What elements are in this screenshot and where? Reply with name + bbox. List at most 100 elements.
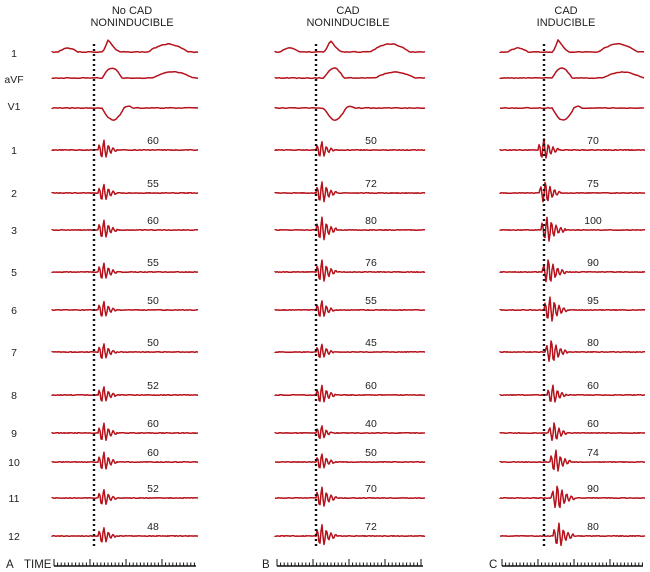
electrogram-trace <box>274 486 426 507</box>
electrogram-trace <box>51 139 199 158</box>
electrogram-duration-value: 72 <box>365 178 377 190</box>
electrode-site-label: 11 <box>9 493 20 505</box>
panel-c-title-line2: INDUCIBLE <box>537 17 596 29</box>
electrogram-duration-value: 75 <box>587 178 599 190</box>
electrode-site-label: 9 <box>11 428 17 440</box>
electrogram-duration-value: 50 <box>365 135 377 147</box>
electrogram-duration-value: 45 <box>365 337 377 349</box>
electrogram-trace <box>274 181 426 203</box>
electrogram-trace <box>51 451 199 470</box>
time-axis-c <box>501 559 643 567</box>
electrogram-trace <box>51 422 198 442</box>
panel-b-title-line2: NONINDUCIBLE <box>306 17 389 29</box>
electrode-site-label: 12 <box>8 531 20 543</box>
panel-a-title-line2: NONINDUCIBLE <box>90 17 173 29</box>
electrogram-duration-value: 60 <box>587 380 599 392</box>
electrogram-duration-value: 80 <box>587 521 599 533</box>
electrogram-duration-value: 60 <box>147 447 159 459</box>
electrogram-trace <box>51 300 199 317</box>
electrogram-trace <box>274 384 426 403</box>
electrogram-trace <box>274 425 426 440</box>
electrogram-trace <box>274 343 426 359</box>
electrogram-trace <box>499 340 645 362</box>
panel-a-title-line1: No CAD <box>112 5 152 17</box>
time-axis-a <box>53 559 196 567</box>
electrogram-duration-value: 55 <box>147 257 159 269</box>
electrogram-trace <box>499 181 646 203</box>
electrogram-trace <box>51 183 199 201</box>
electrogram-duration-value: 70 <box>365 483 377 495</box>
electrogram-trace <box>51 527 199 543</box>
electrogram-trace <box>274 216 425 241</box>
electrogram-trace <box>274 524 426 546</box>
electrogram-duration-value: 95 <box>587 295 599 307</box>
surface-ecg-trace-1 <box>274 40 426 54</box>
electrode-site-label: 2 <box>11 188 17 200</box>
electrogram-duration-value: 52 <box>147 483 159 495</box>
panel-b-letter: B <box>262 559 270 571</box>
electrogram-duration-value: 52 <box>147 380 159 392</box>
electrogram-trace <box>499 216 646 242</box>
surface-ecg-trace-2 <box>274 67 426 80</box>
electrogram-duration-value: 40 <box>365 418 377 430</box>
electrogram-duration-value: 48 <box>147 521 159 533</box>
surface-ecg-trace-2 <box>499 67 645 80</box>
electrogram-duration-value: 70 <box>587 135 599 147</box>
time-axis-b <box>276 559 423 567</box>
surface-ecg-trace-3 <box>51 105 199 121</box>
electrode-site-label: 5 <box>11 267 17 279</box>
electrode-site-label: 7 <box>11 347 17 359</box>
electrogram-duration-value: 80 <box>365 215 377 227</box>
electrogram-duration-value: 90 <box>587 257 599 269</box>
electrogram-trace <box>499 296 646 322</box>
electrogram-trace <box>274 141 426 157</box>
electrogram-trace <box>51 386 199 402</box>
electrogram-duration-value: 50 <box>147 337 159 349</box>
electrogram-duration-value: 55 <box>365 295 377 307</box>
electrogram-trace <box>499 485 646 509</box>
surface-lead-label-avf: aVF <box>4 74 23 86</box>
electrogram-duration-value: 74 <box>587 447 599 459</box>
surface-lead-label-v1: V1 <box>8 101 21 113</box>
electrogram-trace <box>499 522 646 547</box>
panel-c: CAD INDUCIBLE 70 75 100 90 95 80 60 60 74 90 80 C <box>489 5 646 571</box>
panel-a-letter: A <box>6 559 14 571</box>
electrogram-duration-value: 100 <box>584 215 602 227</box>
electrogram-trace <box>499 449 646 472</box>
electrogram-trace <box>499 384 646 403</box>
panel-b-title-line1: CAD <box>336 5 359 17</box>
electrode-site-label: 3 <box>11 225 17 237</box>
electrogram-duration-value: 50 <box>365 447 377 459</box>
electrogram-trace <box>274 259 426 282</box>
electrogram-duration-value: 60 <box>147 418 159 430</box>
electrogram-duration-value: 60 <box>147 135 159 147</box>
surface-ecg-trace-2 <box>51 67 199 80</box>
surface-ecg-trace-1 <box>499 39 644 54</box>
electrogram-trace <box>499 137 646 159</box>
electrogram-duration-value: 60 <box>365 380 377 392</box>
electrogram-duration-value: 60 <box>587 418 599 430</box>
electrogram-duration-value: 90 <box>587 483 599 495</box>
panel-c-title-line1: CAD <box>554 5 577 17</box>
electrode-site-label: 8 <box>11 390 17 402</box>
electrogram-trace <box>499 422 646 442</box>
electrode-site-label: 1 <box>11 145 17 157</box>
surface-lead-label-1: 1 <box>11 48 17 60</box>
surface-ecg-trace-1 <box>51 39 199 54</box>
surface-ecg-trace-3 <box>499 105 645 121</box>
electrogram-trace <box>274 300 426 317</box>
electrode-site-label: 10 <box>8 457 20 469</box>
electrogram-trace <box>51 343 199 359</box>
electrogram-duration-value: 50 <box>147 295 159 307</box>
electrogram-duration-value: 72 <box>365 521 377 533</box>
electrogram-duration-value: 80 <box>587 337 599 349</box>
electrogram-trace <box>51 488 199 506</box>
panel-c-letter: C <box>489 559 497 571</box>
electrogram-trace <box>275 453 426 469</box>
electrogram-trace <box>51 219 199 238</box>
electrogram-duration-value: 60 <box>147 215 159 227</box>
panel-b: CAD NONINDUCIBLE 5072807655456040507072 … <box>262 5 426 571</box>
electrogram-trace <box>51 262 199 279</box>
electrogram-duration-value: 55 <box>147 178 159 190</box>
